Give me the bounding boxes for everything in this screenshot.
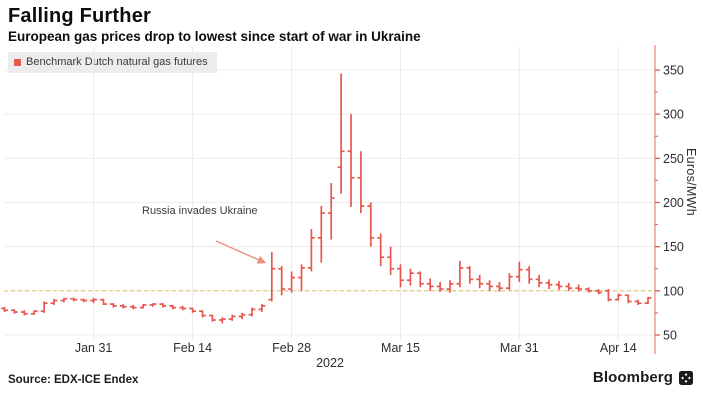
ohlc-bar <box>416 271 424 288</box>
x-axis-year-label: 2022 <box>316 356 344 370</box>
ohlc-bar <box>585 287 592 293</box>
ohlc-bar <box>387 246 394 275</box>
ohlc-bar <box>119 304 127 309</box>
price-chart-svg: 50 100 150 200 250 300 350 Jan 31 Feb 14 Feb 28 Ma… <box>1 45 684 370</box>
y-axis: 50 100 150 200 250 300 350 <box>654 45 684 354</box>
ohlc-bar <box>545 279 553 290</box>
ohlc-bar <box>426 278 434 291</box>
ohlc-bar <box>595 289 602 295</box>
ohlc-bar <box>60 297 68 303</box>
ohlc-bar <box>209 314 216 322</box>
ohlc-bar <box>377 233 385 267</box>
x-tick-label: Apr 14 <box>600 341 637 355</box>
ohlc-bar <box>238 312 246 320</box>
bloomberg-app-icon <box>679 370 693 385</box>
y-tick-label: 300 <box>663 108 684 122</box>
ohlc-bar <box>110 303 117 308</box>
ohlc-bar <box>218 317 226 324</box>
ohlc-bar <box>90 297 97 304</box>
legend-label: Benchmark Dutch natural gas futures <box>26 56 208 68</box>
ohlc-bar <box>199 310 206 318</box>
ohlc-bar <box>30 310 38 315</box>
ohlc-bar <box>407 268 414 286</box>
x-tick-label: Feb 28 <box>272 341 311 355</box>
ohlc-bar <box>159 303 167 308</box>
ohlc-bar <box>139 304 147 309</box>
ohlc-bar <box>1 306 8 313</box>
ohlc-bar <box>476 274 484 289</box>
annotation-russia-invades: Russia invades Ukraine <box>142 205 258 217</box>
legend: Benchmark Dutch natural gas futures <box>8 52 217 73</box>
ohlc-bar <box>278 266 286 296</box>
ohlc-bar <box>446 280 454 293</box>
y-axis-title: Euros/MWh <box>684 148 698 216</box>
ohlc-bar <box>11 309 18 314</box>
y-tick-label: 350 <box>663 64 684 78</box>
ohlc-bar <box>288 271 295 293</box>
gridlines <box>4 47 652 340</box>
bloomberg-wordmark: Bloomberg <box>592 369 673 386</box>
ohlc-bar <box>100 298 107 305</box>
ohlc-bar <box>189 307 196 313</box>
ohlc-bar <box>624 294 632 304</box>
x-tick-label: Jan 31 <box>75 341 113 355</box>
ohlc-bar <box>70 297 78 302</box>
ohlc-bar <box>169 304 177 310</box>
ohlc-bar <box>575 284 583 292</box>
ohlc-bar <box>525 266 533 284</box>
ohlc-bar <box>496 282 503 292</box>
ohlc-bar <box>456 260 464 288</box>
chart-subtitle: European gas prices drop to lowest since… <box>8 29 421 44</box>
ohlc-bar <box>634 299 642 305</box>
ohlc-bar <box>535 274 543 288</box>
legend-swatch-icon <box>14 58 21 66</box>
x-tick-label: Mar 15 <box>381 341 420 355</box>
ohlc-bar <box>228 314 236 321</box>
y-tick-label: 50 <box>663 329 677 343</box>
y-tick-label: 100 <box>663 284 684 298</box>
ohlc-bar <box>436 282 444 292</box>
ohlc-bar <box>129 304 137 310</box>
price-chart: 50 100 150 200 250 300 350 Jan 31 Feb 14 Feb 28 Ma… <box>0 45 703 375</box>
page-title: Falling Further <box>8 5 151 27</box>
annotation-arrow <box>215 240 267 264</box>
x-axis: Jan 31 Feb 14 Feb 28 Mar 15 Mar 31 Apr 14 2022 <box>75 341 637 370</box>
y-tick-label: 250 <box>663 152 684 166</box>
ohlc-bar <box>308 229 315 272</box>
ohlc-bar <box>317 206 325 263</box>
ohlc-bar <box>80 298 88 303</box>
ohlc-bar <box>397 264 404 288</box>
ohlc-bar <box>50 298 58 305</box>
source-note: Source: EDX-ICE Endex <box>8 374 139 386</box>
x-tick-label: Feb 14 <box>173 341 212 355</box>
ohlc-bar <box>367 202 375 247</box>
y-tick-label: 150 <box>663 240 684 254</box>
ohlc-bar <box>149 303 157 307</box>
ohlc-bar <box>644 297 652 305</box>
ohlc-bar <box>327 183 335 240</box>
ohlc-bar <box>258 304 266 313</box>
y-tick-label: 200 <box>663 196 684 210</box>
ohlc-bars <box>1 73 652 324</box>
ohlc-bar <box>268 251 276 302</box>
ohlc-bar <box>357 151 365 214</box>
x-tick-label: Mar 31 <box>500 341 539 355</box>
ohlc-bar <box>555 281 563 290</box>
ohlc-bar <box>40 301 48 313</box>
ohlc-bar <box>347 114 355 207</box>
bloomberg-logo: Bloomberg <box>593 369 693 386</box>
ohlc-bar <box>506 273 513 290</box>
ohlc-bar <box>515 261 523 282</box>
ohlc-bar <box>248 307 256 317</box>
ohlc-bar <box>337 73 345 194</box>
ohlc-bar <box>179 305 187 311</box>
ohlc-bar <box>605 289 612 302</box>
ohlc-bar <box>614 293 622 301</box>
ohlc-bar <box>486 280 493 291</box>
ohlc-bar <box>565 282 573 291</box>
ohlc-bar <box>20 310 28 316</box>
ohlc-bar <box>298 264 305 291</box>
ohlc-bar <box>466 266 474 284</box>
